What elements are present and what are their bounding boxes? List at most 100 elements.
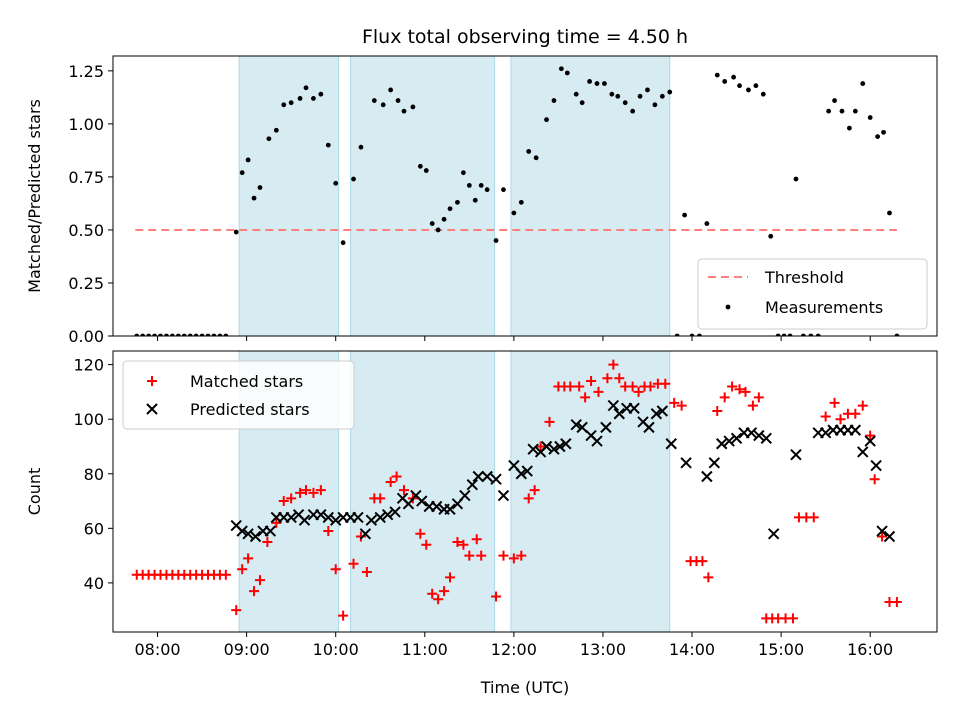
- data-point: [493, 238, 499, 243]
- data-point: [891, 596, 902, 607]
- y-tick-label: 100: [73, 410, 104, 429]
- observing-interval-3: [510, 56, 671, 336]
- data-point: [737, 83, 742, 89]
- data-point: [298, 514, 311, 526]
- data-point: [602, 373, 613, 384]
- data-point: [808, 512, 819, 523]
- data-point: [433, 594, 444, 605]
- data-point: [348, 558, 359, 569]
- data-point: [875, 134, 881, 140]
- data-point: [371, 98, 377, 103]
- data-point: [217, 333, 223, 336]
- x-tick-label: 15:00: [758, 640, 804, 659]
- data-point: [753, 392, 764, 403]
- data-point: [674, 333, 680, 336]
- data-point: [243, 553, 254, 564]
- data-point: [760, 91, 766, 97]
- legend-predicted-swatch: [146, 403, 158, 415]
- data-point: [847, 125, 852, 131]
- legend-measurements-swatch: [725, 304, 731, 310]
- data-point: [242, 528, 254, 540]
- data-point: [574, 381, 585, 392]
- observing-interval-2: [350, 56, 496, 336]
- legend-bottom: Matched stars Predicted stars: [122, 360, 355, 430]
- data-point: [723, 435, 735, 447]
- data-point: [857, 446, 869, 458]
- data-point: [594, 81, 600, 86]
- x-tick-label: 14:00: [669, 640, 715, 659]
- data-point: [876, 525, 888, 537]
- data-point: [481, 470, 493, 483]
- data-point: [633, 386, 644, 397]
- data-point: [262, 536, 273, 547]
- data-point: [295, 487, 306, 498]
- data-point: [660, 378, 671, 389]
- data-point: [288, 100, 294, 106]
- data-point: [775, 333, 781, 336]
- x-axis-label: Time (UTC): [480, 678, 569, 697]
- data-point: [533, 155, 539, 161]
- data-point: [352, 511, 364, 524]
- data-point: [570, 418, 582, 431]
- data-point: [439, 586, 450, 597]
- data-point: [894, 333, 900, 336]
- data-point: [325, 142, 331, 148]
- data-point: [423, 168, 429, 173]
- data-point: [233, 229, 239, 235]
- data-point: [600, 421, 612, 434]
- data-point: [656, 405, 669, 417]
- data-point: [322, 511, 334, 524]
- data-point: [205, 333, 211, 336]
- data-point: [659, 93, 665, 99]
- data-point: [676, 400, 687, 411]
- data-point: [466, 478, 479, 491]
- data-point: [249, 530, 262, 543]
- data-point: [560, 438, 572, 450]
- data-point: [458, 539, 469, 550]
- data-point: [734, 384, 745, 395]
- data-point: [395, 98, 401, 103]
- x-tick-label: 16:00: [847, 640, 893, 659]
- data-point: [478, 182, 484, 188]
- data-point: [152, 333, 157, 336]
- data-point: [614, 373, 625, 384]
- legend-matched-label: Matched stars: [190, 372, 303, 391]
- data-point: [389, 506, 401, 518]
- data-point: [251, 195, 257, 201]
- data-point: [501, 187, 506, 193]
- data-point: [516, 550, 527, 561]
- data-point: [602, 81, 607, 86]
- data-point: [544, 117, 549, 123]
- data-point: [323, 526, 334, 537]
- legend-box: [697, 258, 928, 330]
- data-point: [140, 333, 146, 336]
- legend-box: [122, 360, 355, 430]
- data-point: [445, 572, 456, 583]
- data-point: [645, 381, 656, 392]
- data-point: [558, 66, 564, 72]
- data-point: [315, 508, 327, 521]
- data-point: [381, 508, 394, 521]
- data-point: [297, 96, 303, 101]
- y-tick-label: 0.50: [68, 221, 104, 240]
- data-point: [497, 489, 510, 502]
- data-point: [452, 536, 463, 547]
- data-point: [417, 163, 423, 169]
- data-point: [375, 493, 386, 504]
- data-point: [712, 406, 723, 417]
- data-point: [515, 468, 527, 480]
- y-tick-label: 1.25: [68, 62, 104, 81]
- data-point: [199, 333, 205, 336]
- data-point: [849, 424, 862, 436]
- data-point: [815, 333, 821, 336]
- data-point: [374, 511, 386, 524]
- data-point: [877, 531, 888, 542]
- data-point: [193, 333, 199, 336]
- data-point: [330, 564, 341, 575]
- axes-frame: [112, 350, 938, 633]
- data-point: [832, 98, 837, 103]
- data-point: [333, 180, 339, 186]
- data-point: [579, 100, 585, 106]
- data-point: [466, 182, 472, 188]
- data-point: [781, 333, 787, 336]
